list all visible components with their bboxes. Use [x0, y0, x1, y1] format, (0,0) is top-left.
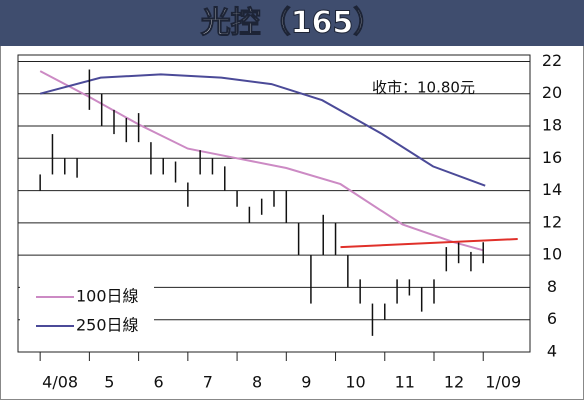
y-tick-label: 12: [542, 212, 562, 231]
x-tick-label: 9: [301, 373, 311, 392]
legend-label: 100日線: [76, 287, 139, 306]
x-tick-label: 1/09: [485, 373, 521, 392]
y-tick-label: 16: [542, 148, 562, 167]
y-tick-label: 14: [542, 180, 562, 199]
y-tick-label: 6: [547, 309, 557, 328]
x-tick-label: 10: [345, 373, 365, 392]
moving-average-line: [39, 73, 486, 187]
annotation: 收市：10.80元: [372, 79, 475, 97]
x-tick-label: 11: [395, 373, 415, 392]
chart-title: 光控（165）: [201, 6, 384, 41]
y-tick-label: 22: [542, 51, 562, 70]
legend-box: [20, 280, 154, 340]
y-tick-label: 10: [542, 245, 562, 264]
y-tick-label: 4: [547, 342, 557, 361]
y-tick-label: 18: [542, 116, 562, 135]
y-tick-label: 20: [542, 83, 562, 102]
trend-line: [340, 238, 518, 249]
x-tick-label: 7: [203, 373, 213, 392]
x-tick-label: 4/08: [42, 373, 78, 392]
y-tick-label: 8: [547, 277, 557, 296]
x-tick-label: 5: [104, 373, 114, 392]
x-tick-label: 12: [444, 373, 464, 392]
x-tick-label: 6: [154, 373, 164, 392]
legend-label: 250日線: [76, 316, 139, 335]
x-tick-label: 8: [252, 373, 262, 392]
title-banner: [0, 0, 584, 46]
